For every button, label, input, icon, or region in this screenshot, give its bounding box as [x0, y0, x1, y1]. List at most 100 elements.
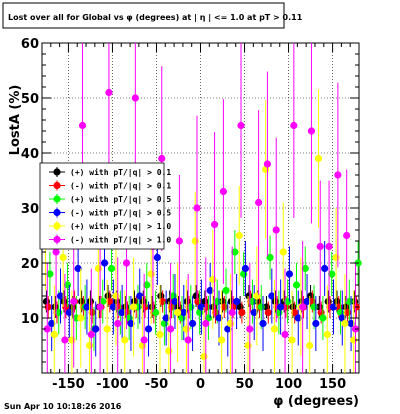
data-point	[218, 336, 226, 344]
legend-label: (-) with pT/|q| > 0.1	[70, 181, 171, 191]
data-point	[43, 325, 51, 333]
data-point	[270, 325, 279, 333]
data-point	[206, 286, 214, 295]
data-point	[306, 341, 314, 350]
x-tick-label: -100	[96, 377, 129, 392]
data-point	[188, 319, 197, 328]
data-point	[253, 292, 261, 300]
data-point	[175, 237, 183, 245]
data-point	[77, 314, 85, 322]
data-point	[266, 253, 274, 262]
data-point	[121, 336, 129, 344]
data-point	[112, 292, 120, 300]
data-point	[299, 303, 307, 311]
data-point	[257, 303, 265, 311]
chart-title: Lost over all for Global vs φ (degrees) …	[8, 13, 303, 22]
data-point	[255, 198, 263, 207]
data-point	[332, 253, 340, 262]
data-point	[329, 303, 338, 311]
data-point	[235, 231, 243, 240]
data-point	[151, 308, 160, 317]
data-point	[325, 242, 333, 251]
legend-marker	[53, 208, 61, 217]
data-point	[321, 264, 329, 273]
data-point	[174, 308, 182, 317]
data-point	[222, 286, 230, 295]
data-point	[100, 259, 109, 267]
data-point	[78, 121, 87, 130]
data-point	[231, 248, 239, 256]
legend-label: (+) with pT/|q| > 0.1	[70, 167, 171, 177]
data-point	[153, 253, 161, 262]
data-point	[264, 308, 272, 317]
data-point	[131, 94, 139, 102]
data-point	[292, 281, 301, 289]
data-point	[279, 248, 287, 256]
data-point	[156, 330, 164, 339]
data-point	[158, 154, 166, 163]
data-point	[233, 297, 241, 306]
title-box: Lost over all for Global vs φ (degrees) …	[2, 2, 303, 29]
data-point	[307, 127, 316, 135]
data-point	[83, 303, 91, 311]
legend: (+) with pT/|q| > 0.1 (-) with pT/|q| > 0…	[39, 162, 171, 250]
data-point	[319, 314, 327, 322]
data-point	[312, 319, 320, 328]
y-tick-label: 10	[21, 312, 39, 327]
data-point	[215, 314, 223, 322]
data-point	[105, 88, 113, 97]
data-point	[65, 308, 73, 317]
data-point	[246, 325, 254, 333]
data-point	[314, 154, 323, 163]
data-point	[285, 270, 294, 278]
data-point	[338, 314, 346, 322]
data-point	[244, 341, 252, 350]
x-tick-label: 50	[235, 377, 253, 392]
data-point	[56, 292, 65, 300]
data-point	[129, 303, 138, 311]
data-point	[277, 303, 285, 311]
legend-label: (+) with pT/|q| > 1.0	[70, 221, 171, 231]
data-point	[122, 259, 131, 267]
data-point	[263, 160, 272, 168]
legend-marker	[53, 181, 61, 190]
data-point	[140, 336, 148, 344]
x-tick-label: 150	[319, 377, 346, 392]
data-point	[237, 121, 245, 130]
data-point	[114, 319, 122, 328]
data-point	[147, 270, 155, 278]
data-point	[316, 242, 324, 251]
data-point	[85, 341, 94, 350]
x-tick-label: -150	[52, 377, 85, 392]
data-point	[202, 319, 210, 328]
data-point	[59, 253, 67, 262]
data-point	[328, 270, 336, 278]
legend-box	[39, 162, 165, 250]
footer-date: Sun Apr 10 10:18:26 2016	[4, 402, 122, 411]
data-point	[323, 330, 331, 339]
data-point	[162, 314, 170, 322]
data-point	[68, 336, 76, 344]
data-point	[191, 237, 199, 245]
data-point	[228, 308, 236, 317]
data-point	[50, 330, 58, 339]
data-point	[268, 292, 276, 300]
legend-marker	[53, 222, 61, 230]
data-point	[143, 281, 151, 289]
data-point	[166, 325, 175, 333]
y-tick-label: 20	[21, 257, 39, 272]
data-point	[241, 264, 250, 273]
data-point	[197, 303, 205, 311]
data-point	[291, 308, 299, 317]
data-point	[334, 171, 342, 179]
legend-label: (-) with pT/|q| > 1.0	[70, 235, 171, 245]
data-point	[118, 308, 126, 317]
data-point	[301, 264, 309, 273]
data-point	[171, 297, 179, 306]
data-point	[250, 308, 258, 317]
y-tick-label: 40	[21, 147, 39, 162]
axes: -150 -100 -50 0 50 100 150 10 20 30 40 50 60	[21, 37, 360, 392]
data-point	[52, 248, 60, 256]
legend-label: (+) with pT/|q| > 0.5	[70, 194, 171, 204]
legend-marker	[53, 168, 61, 176]
